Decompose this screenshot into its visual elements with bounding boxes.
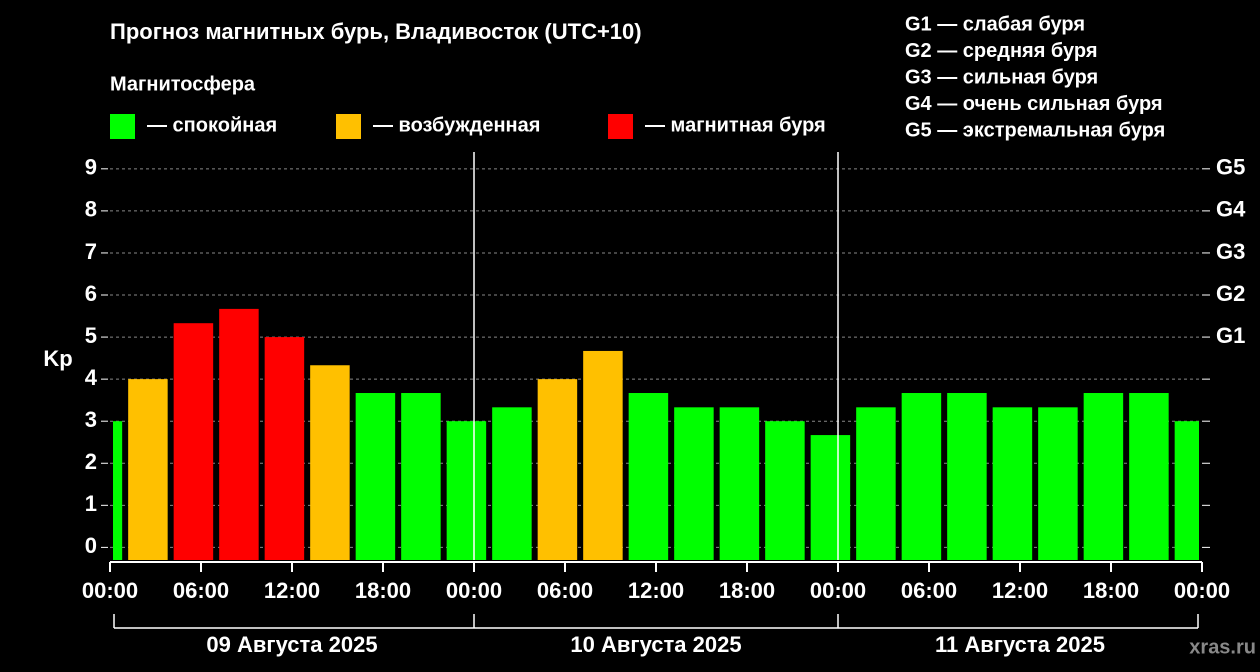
y-tick-label: 8 bbox=[85, 197, 97, 222]
bar bbox=[583, 350, 623, 560]
x-tick-label: 12:00 bbox=[264, 578, 320, 603]
bar bbox=[310, 365, 350, 560]
g-scale-entry: G3 — сильная буря bbox=[905, 66, 1098, 88]
y-tick-label: 4 bbox=[85, 365, 98, 390]
bar bbox=[401, 393, 441, 560]
x-tick-label: 18:00 bbox=[1083, 578, 1139, 603]
bar bbox=[901, 393, 942, 560]
x-tick-label: 00:00 bbox=[82, 578, 138, 603]
y-tick-label: 5 bbox=[85, 323, 97, 348]
x-tick-label: 00:00 bbox=[810, 578, 866, 603]
bar bbox=[856, 407, 896, 560]
bar bbox=[128, 379, 168, 560]
bar bbox=[264, 337, 305, 560]
bar bbox=[810, 435, 851, 560]
x-tick-label: 12:00 bbox=[628, 578, 684, 603]
legend-label: — спокойная bbox=[147, 114, 277, 136]
bar bbox=[947, 393, 987, 560]
day-label: 11 Августа 2025 bbox=[935, 632, 1105, 657]
bar bbox=[992, 407, 1033, 560]
bar bbox=[1129, 393, 1169, 560]
y-tick-label: 3 bbox=[85, 407, 97, 432]
y-axis-label: Kp bbox=[43, 346, 72, 371]
g-scale-entry: G1 — слабая буря bbox=[905, 13, 1085, 35]
bar bbox=[173, 323, 214, 560]
y-tick-label: 2 bbox=[85, 449, 97, 474]
legend-swatch bbox=[110, 114, 135, 139]
x-tick-label: 06:00 bbox=[537, 578, 593, 603]
bar bbox=[355, 393, 396, 560]
y-tick-label: 0 bbox=[85, 533, 97, 558]
legend-swatch bbox=[336, 114, 361, 139]
legend-label: — возбужденная bbox=[373, 114, 540, 136]
watermark: xras.ru bbox=[1189, 636, 1256, 658]
bar bbox=[674, 407, 714, 560]
bar bbox=[537, 379, 578, 560]
y-tick-label: 6 bbox=[85, 281, 97, 306]
x-tick-label: 18:00 bbox=[719, 578, 775, 603]
bar bbox=[446, 421, 487, 560]
y2-tick-label: G2 bbox=[1216, 281, 1245, 306]
bar bbox=[1174, 421, 1199, 560]
bar bbox=[492, 407, 532, 560]
x-tick-label: 06:00 bbox=[173, 578, 229, 603]
y2-tick-label: G3 bbox=[1216, 239, 1245, 264]
x-tick-label: 00:00 bbox=[1174, 578, 1230, 603]
x-tick-label: 06:00 bbox=[901, 578, 957, 603]
day-label: 10 Августа 2025 bbox=[570, 632, 741, 657]
bar bbox=[628, 393, 669, 560]
y2-tick-label: G1 bbox=[1216, 323, 1245, 348]
legend-title: Магнитосфера bbox=[110, 73, 256, 95]
x-tick-label: 18:00 bbox=[355, 578, 411, 603]
y-tick-label: 1 bbox=[85, 491, 97, 516]
bar bbox=[765, 421, 805, 560]
bar bbox=[219, 308, 259, 560]
y-tick-label: 7 bbox=[85, 239, 97, 264]
day-label: 09 Августа 2025 bbox=[206, 632, 377, 657]
y-tick-label: 9 bbox=[85, 155, 97, 180]
x-tick-label: 00:00 bbox=[446, 578, 502, 603]
bar bbox=[1038, 407, 1078, 560]
x-tick-label: 12:00 bbox=[992, 578, 1048, 603]
legend-label: — магнитная буря bbox=[645, 114, 826, 136]
chart-title: Прогноз магнитных бурь, Владивосток (UTC… bbox=[110, 19, 642, 44]
bar bbox=[719, 407, 760, 560]
g-scale-entry: G4 — очень сильная буря bbox=[905, 93, 1163, 115]
bar bbox=[113, 421, 123, 560]
bar bbox=[1083, 393, 1124, 560]
y2-tick-label: G4 bbox=[1216, 197, 1246, 222]
g-scale-entry: G5 — экстремальная буря bbox=[905, 119, 1165, 141]
g-scale-entry: G2 — средняя буря bbox=[905, 40, 1098, 62]
y2-tick-label: G5 bbox=[1216, 155, 1245, 180]
legend-swatch bbox=[608, 114, 633, 139]
